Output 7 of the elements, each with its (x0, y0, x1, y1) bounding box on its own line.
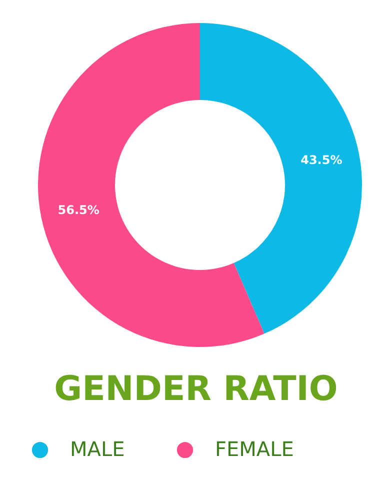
text: GENDER RATIO (54, 369, 338, 409)
donut-slice (38, 23, 264, 347)
legend-label: FEMALE (215, 437, 294, 461)
data-label: 56.5% (58, 203, 100, 218)
legend-label: MALE (70, 437, 125, 461)
data-label: 43.5% (300, 152, 342, 167)
donut-slice (200, 23, 362, 334)
